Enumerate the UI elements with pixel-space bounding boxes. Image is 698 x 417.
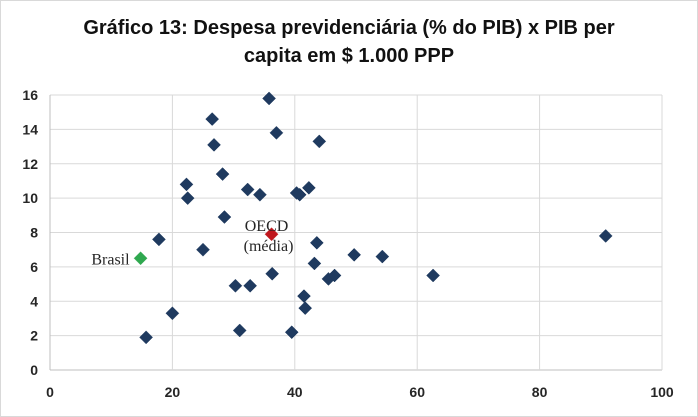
y-tick-label: 10 [22, 190, 38, 206]
brasil-point [133, 251, 148, 266]
y-tick-label: 16 [22, 87, 38, 103]
y-tick-label: 14 [22, 121, 38, 137]
data-point [269, 125, 284, 140]
y-tick-label: 12 [22, 156, 38, 172]
y-tick-label: 0 [30, 362, 38, 378]
data-point [347, 247, 362, 262]
data-point [139, 330, 153, 345]
x-tick-label: 100 [650, 384, 674, 400]
data-point [598, 229, 613, 243]
data-point [196, 242, 210, 257]
y-tick-label: 6 [30, 259, 38, 275]
oecd-label-line-1: OECD [245, 218, 289, 235]
data-point [302, 180, 316, 195]
data-point [307, 256, 322, 271]
y-tick-label: 2 [30, 328, 38, 344]
data-point [309, 235, 324, 250]
y-tick-label: 4 [30, 293, 38, 309]
data-point [253, 187, 267, 202]
brasil-label: Brasil [91, 251, 130, 268]
chart-title-line-2: capita em $ 1.000 PPP [243, 45, 455, 67]
data-point [292, 187, 307, 202]
data-point [240, 182, 255, 197]
data-point [180, 191, 195, 205]
x-tick-label: 20 [165, 384, 181, 400]
data-point [426, 268, 440, 283]
data-point [265, 266, 280, 281]
data-point [243, 278, 257, 293]
data-point [152, 232, 166, 247]
data-point [327, 268, 342, 283]
data-point [215, 167, 230, 181]
data-point [228, 278, 243, 293]
chart-title: Gráfico 13: Despesa previdenciária (% do… [0, 14, 698, 70]
data-point [297, 289, 311, 303]
data-point [262, 91, 276, 106]
data-point [217, 210, 232, 224]
data-point [207, 137, 221, 152]
oecd-point [264, 227, 279, 242]
data-point [375, 249, 390, 264]
x-tick-label: 0 [46, 384, 54, 400]
y-tick-label: 8 [30, 225, 38, 241]
data-point [284, 325, 299, 340]
data-point [165, 306, 180, 321]
data-point [312, 134, 327, 149]
x-tick-label: 40 [287, 384, 303, 400]
data-point [298, 301, 313, 315]
data-point [205, 112, 220, 126]
data-point [232, 323, 247, 338]
data-point [179, 177, 194, 192]
x-tick-label: 60 [409, 384, 425, 400]
chart-title-line-1: Gráfico 13: Despesa previdenciária (% do… [83, 17, 615, 39]
x-tick-label: 80 [532, 384, 548, 400]
oecd-label-line-2: (média) [244, 238, 294, 255]
